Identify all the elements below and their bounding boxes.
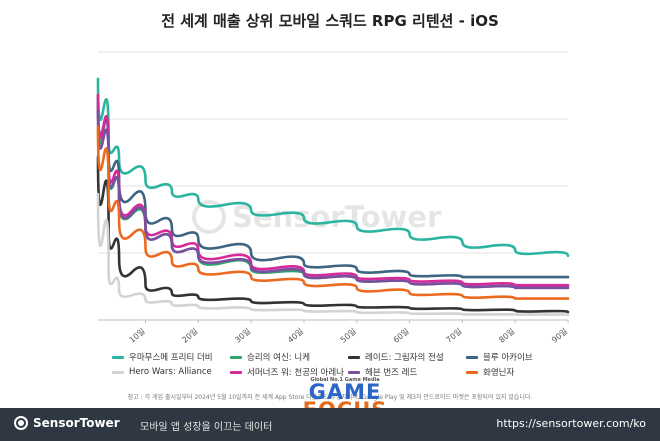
series-line-2 xyxy=(96,93,570,290)
footer-brand[interactable]: SensorTower xyxy=(14,416,120,430)
sensortower-watermark: SensorTower xyxy=(192,200,441,234)
x-tick-label: 30일 xyxy=(233,327,252,345)
legend-swatch xyxy=(230,370,242,374)
legend-item: 블루 아카이브 xyxy=(466,351,582,363)
x-tick-label: 90일 xyxy=(550,327,569,345)
series-line-4 xyxy=(96,101,570,279)
gamefocus-word-1: GAME xyxy=(308,380,382,404)
legend-item: 서머너즈 워: 천공의 아레나 xyxy=(230,366,348,378)
legend-swatch xyxy=(348,355,360,359)
x-tick-label: 70일 xyxy=(444,327,463,345)
legend-item: 헤븐 번즈 레드 xyxy=(348,366,466,378)
watermark-text: SensorTower xyxy=(232,200,442,234)
legend-item: 레이드: 그림자의 전설 xyxy=(348,351,466,363)
x-tick-label: 10일 xyxy=(128,327,147,345)
x-tick-label: 50일 xyxy=(339,327,358,345)
sensortower-watermark-icon xyxy=(192,200,226,234)
x-tick-label: 40일 xyxy=(286,327,305,345)
legend-item: Hero Wars: Alliance xyxy=(112,366,230,378)
footer-brand-name: SensorTower xyxy=(33,416,120,430)
sensortower-logo-icon xyxy=(14,416,28,430)
retention-line-chart: 10일 20일 30일 40일 50일 60일 70일 80일 90일 xyxy=(96,51,570,345)
gamefocus-tagline: Global No.1 Game Media xyxy=(310,377,380,383)
legend-item: 우마무스메 프리티 더비 xyxy=(112,351,230,363)
x-tick-label: 60일 xyxy=(392,327,411,345)
legend-swatch xyxy=(348,370,360,374)
footer-bar: SensorTower 모바일 앱 성장을 이끄는 데이터 https://se… xyxy=(0,408,660,441)
legend-label: Hero Wars: Alliance xyxy=(129,367,212,377)
legend-swatch xyxy=(112,355,124,359)
series-line-6 xyxy=(96,93,570,287)
legend-label: 서머너즈 워: 천공의 아레나 xyxy=(247,368,344,378)
legend-swatch xyxy=(230,355,242,359)
legend-label: 승리의 여신: 니케 xyxy=(247,353,311,363)
legend-label: 레이드: 그림자의 전설 xyxy=(365,353,444,363)
footer-tagline: 모바일 앱 성장을 이끄는 데이터 xyxy=(140,422,273,433)
legend-label: 화영닌자 xyxy=(483,368,515,378)
legend-swatch xyxy=(466,370,478,374)
legend-label: 블루 아카이브 xyxy=(483,353,533,363)
chart-legend: 우마무스메 프리티 더비 승리의 여신: 니케 레이드: 그림자의 전설 블루 아카이… xyxy=(112,351,582,378)
series-line-5 xyxy=(96,192,570,316)
x-tick-label: 20일 xyxy=(180,327,199,345)
footer-url-link[interactable]: https://sensortower.com/ko xyxy=(496,417,646,430)
legend-label: 우마무스메 프리티 더비 xyxy=(129,353,213,363)
legend-swatch xyxy=(112,370,124,374)
chart-title: 전 세계 매출 상위 모바일 스쿼드 RPG 리텐션 - iOS xyxy=(161,12,499,30)
x-tick-label: 80일 xyxy=(497,327,516,345)
chart-footnote: 참고 : 각 게임 출시일부터 2024년 5월 10일까지 전 세계 App … xyxy=(127,394,533,401)
legend-label: 헤븐 번즈 레드 xyxy=(365,368,418,378)
legend-item: 화영닌자 xyxy=(466,366,582,378)
series-line-7 xyxy=(96,109,570,290)
series-line-3 xyxy=(96,155,570,314)
series-line-1 xyxy=(96,77,570,257)
legend-swatch xyxy=(466,355,478,359)
series-line-8 xyxy=(96,125,570,300)
legend-item: 승리의 여신: 니케 xyxy=(230,351,348,363)
